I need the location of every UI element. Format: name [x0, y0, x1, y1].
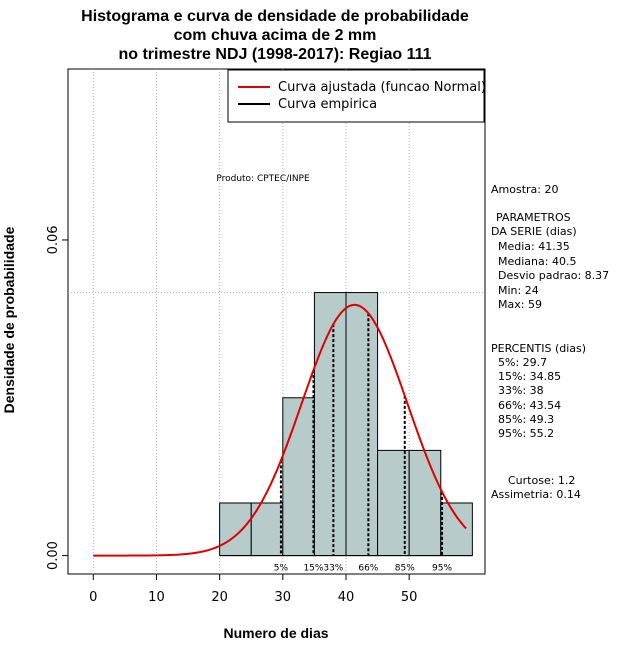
stat-media: Media: 41.35 [498, 240, 570, 253]
x-tick-label-0: 0 [89, 590, 97, 605]
stat-p66: 66%: 43.54 [498, 399, 562, 412]
plot-area [67, 68, 486, 575]
stat-p33: 33%: 38 [498, 384, 544, 397]
stat-p85: 85%: 49.3 [498, 413, 555, 426]
y-axis-label: Densidade de probabilidade [1, 226, 17, 413]
percentile-label-15: 15% [303, 564, 323, 574]
product-annotation: Produto: CPTEC/INPE [216, 174, 310, 184]
histogram-bars [219, 292, 473, 557]
percentile-label-66: 66% [358, 564, 378, 574]
histogram-bar-7 [440, 502, 473, 557]
stat-p15: 15%: 34.85 [498, 370, 562, 383]
histogram-bar-2 [282, 397, 315, 557]
stat-param-header-1: PARAMETROS [496, 211, 571, 224]
y-tick-label-0.00: 0.00 [46, 541, 61, 570]
x-tick-label-30: 30 [275, 590, 292, 605]
histogram-bar-6 [408, 449, 442, 557]
percentile-label-85: 85% [395, 564, 415, 574]
histogram-bar-0 [219, 502, 252, 557]
legend-empirical-label: Curva empirica [278, 97, 377, 112]
normal-fit-curve [93, 303, 467, 557]
histogram-bar-3 [313, 292, 347, 557]
percentile-label-33: 33% [323, 564, 343, 574]
x-axis-label: Numero de dias [223, 625, 328, 641]
legend: Curva ajustada (funcao Normal) Curva emp… [227, 69, 486, 123]
stat-mediana: Mediana: 40.5 [498, 255, 577, 268]
x-axis: 0 10 20 30 40 50 [89, 574, 417, 605]
legend-fit-label: Curva ajustada (funcao Normal) [278, 80, 486, 95]
stat-max: Max: 59 [498, 298, 542, 311]
percentile-lines: 5% 15% 33% 66% 85% 95% [274, 313, 452, 574]
percentile-label-5: 5% [274, 564, 289, 574]
x-tick-label-20: 20 [211, 590, 228, 605]
stat-amostra: Amostra: 20 [491, 183, 559, 196]
stat-p95: 95%: 55.2 [498, 427, 555, 440]
x-tick-label-10: 10 [148, 590, 165, 605]
percentile-label-95: 95% [432, 564, 452, 574]
stat-desvio: Desvio padrao: 8.37 [498, 269, 610, 282]
stat-p5: 5%: 29.7 [498, 356, 548, 369]
x-tick-label-50: 50 [401, 590, 418, 605]
x-tick-label-40: 40 [338, 590, 355, 605]
stat-percentis-header: PERCENTIS (dias) [491, 342, 587, 355]
stat-curtose: Curtose: 1.2 [508, 474, 576, 487]
normal-curve [93, 303, 467, 557]
chart-title-line-3: no trimestre NDJ (1998-2017): Regiao 111 [118, 46, 431, 63]
stat-assimetria: Assimetria: 0.14 [491, 488, 581, 501]
chart-title-line-1: Histograma e curva de densidade de proba… [81, 8, 469, 25]
y-tick-label-0.06: 0.06 [46, 225, 61, 254]
legend-box [227, 69, 485, 123]
y-axis: 0.00 0.06 [46, 225, 68, 570]
stat-param-header-2: DA SERIE (dias) [491, 225, 577, 238]
stat-min: Min: 24 [498, 284, 539, 297]
histogram-bar-4 [345, 292, 379, 557]
chart-title-line-2: com chuva acima de 2 mm [174, 27, 377, 44]
